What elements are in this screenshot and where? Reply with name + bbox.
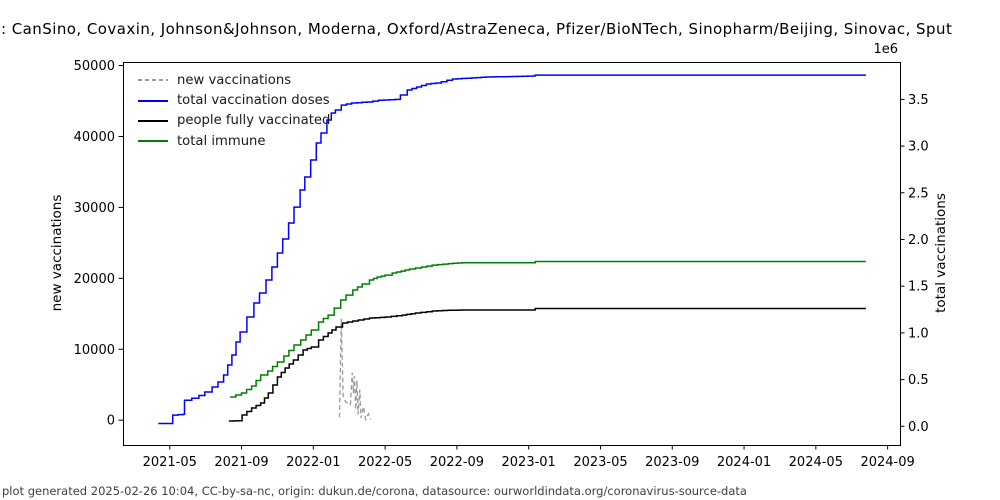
left-tick-label: 0 [107,414,115,429]
right-tick-label: 1.5 [908,280,929,295]
x-tick-label: 2022-05 [358,455,412,470]
right-tick-label: 0.0 [908,420,929,435]
right-tick-label: 0.5 [908,373,929,388]
right-axis-offset-text: 1e6 [873,42,898,57]
x-tick-label: 2023-09 [645,455,699,470]
legend-label: total immune [177,133,266,149]
right-tick-label: 1.0 [908,326,929,341]
left-tick-label: 40000 [74,130,115,145]
x-tick-label: 2023-01 [502,455,556,470]
x-tick-label: 2023-05 [573,455,627,470]
series-line-total-vaccination-doses [158,74,866,425]
left-axis-label: new vaccinations [49,194,65,312]
right-tick-label: 3.5 [908,93,929,108]
series-line-total-immune [230,260,866,398]
legend-line-sample [138,140,168,143]
series-line-new-vaccinations [338,318,372,422]
right-tick-label: 3.0 [908,140,929,155]
legend-item-total-vaccination-doses: total vaccination doses [138,90,330,110]
legend: new vaccinations total vaccination doses… [138,70,330,152]
footer-note: plot generated 2025-02-26 10:04, CC-by-s… [2,484,747,498]
left-tick-label: 30000 [74,201,115,216]
legend-item-new-vaccinations: new vaccinations [138,70,330,90]
x-tick-label: 2021-09 [214,455,268,470]
left-tick-label: 20000 [74,272,115,287]
x-tick-label: 2021-05 [143,455,197,470]
right-tick-label: 2.5 [908,186,929,201]
legend-label: new vaccinations [177,72,292,88]
left-tick-label: 50000 [74,59,115,74]
right-tick-label: 2.0 [908,233,929,248]
x-tick-label: 2024-05 [789,455,843,470]
x-tick-label: 2024-09 [860,455,914,470]
legend-label: total vaccination doses [177,93,330,109]
x-tick-label: 2024-01 [717,455,771,470]
right-axis-label: total vaccinations [933,193,949,313]
chart-title: : CanSino, Covaxin, Johnson&Johnson, Mod… [1,20,953,38]
x-tick-label: 2022-01 [286,455,340,470]
legend-line-sample [138,119,168,122]
legend-line-sample [138,99,168,102]
series-line-people-fully-vaccinated [228,307,866,422]
x-tick-label: 2022-09 [430,455,484,470]
legend-label: people fully vaccinated [177,113,331,129]
legend-item-total-immune: total immune [138,131,330,151]
legend-item-people-fully-vaccinated: people fully vaccinated [138,111,330,131]
legend-line-sample [138,79,168,82]
left-tick-label: 10000 [74,343,115,358]
axes-frame [123,62,901,446]
